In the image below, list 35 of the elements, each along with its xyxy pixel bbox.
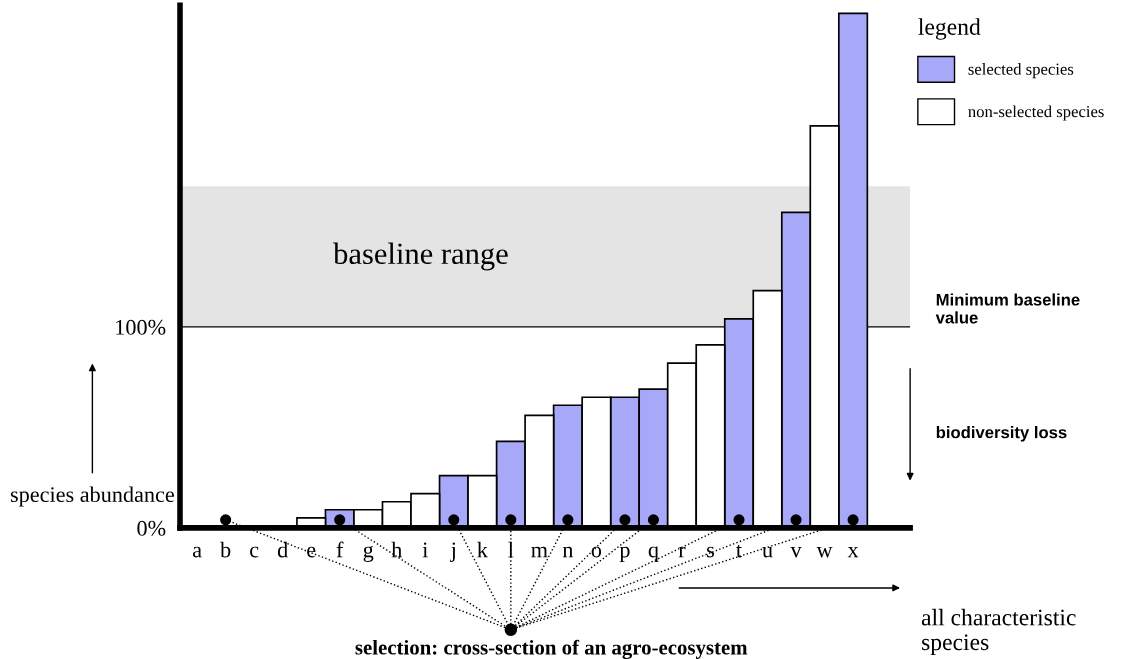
x-tick-label: v [790, 546, 802, 558]
x-tick-label: h [391, 541, 403, 558]
x-tick-label: n [562, 546, 574, 558]
y-axis-title: species abundance [10, 486, 174, 507]
x-tick-label: u [762, 546, 773, 558]
x-tick-label: i [422, 542, 428, 558]
x-tick-label: m [531, 546, 548, 558]
x-tick-label: e [307, 546, 316, 558]
y-tick-label: 0% [137, 520, 166, 536]
legend-label: selected species [968, 63, 1074, 79]
x-tick-label: j [450, 542, 455, 562]
x-tick-label: s [707, 546, 714, 558]
legend-title: legend [918, 18, 981, 40]
x-tick-label: d [277, 541, 288, 558]
x-tick-label: l [508, 541, 514, 558]
x-tick-label: a [192, 546, 202, 558]
legend-label: non-selected species [968, 105, 1104, 121]
x-tick-label: p [619, 546, 630, 562]
x-tick-label: w [816, 546, 833, 558]
x-tick-label: q [648, 546, 659, 562]
text: selection: cross-section of an agro-ecosystem [355, 639, 748, 659]
x-tick-label: f [336, 541, 344, 558]
x-tick-label: b [220, 541, 231, 558]
band-label: baseline range [333, 242, 508, 271]
ref-line-label: Minimum baseline value [935, 293, 1080, 324]
x-tick-label: x [847, 546, 859, 558]
x-tick-label: c [250, 546, 259, 558]
text: biodiversity loss [936, 426, 1067, 442]
x-tick-label: o [591, 546, 602, 558]
x-tick-label: g [363, 545, 374, 562]
x-axis-title: all characteristic species [921, 608, 1076, 655]
x-tick-label: r [678, 546, 686, 558]
x-tick-label: t [736, 544, 742, 558]
y-tick-label: 100% [116, 319, 166, 335]
x-tick-label: k [477, 541, 488, 558]
